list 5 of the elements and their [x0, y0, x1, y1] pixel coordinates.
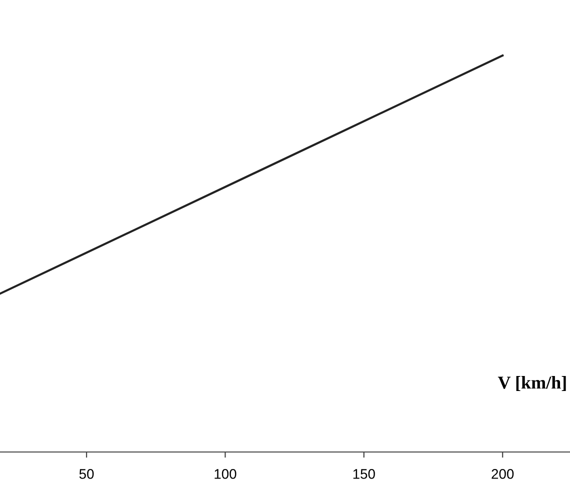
- x-tick-label: 150: [353, 469, 375, 479]
- x-tick-label: 200: [492, 469, 514, 479]
- x-tick-label: 100: [214, 469, 236, 479]
- x-tick-label: 50: [79, 469, 94, 479]
- x-axis-title: V [km/h]: [498, 376, 566, 391]
